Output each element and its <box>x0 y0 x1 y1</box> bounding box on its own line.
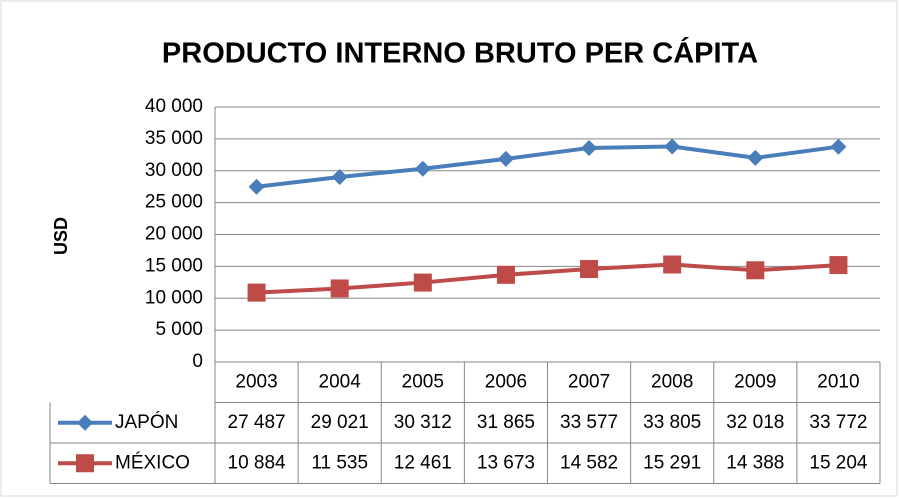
marker <box>830 138 847 155</box>
y-tick-label: 40 000 <box>145 96 203 117</box>
marker <box>747 149 764 166</box>
y-tick-label: 10 000 <box>145 287 203 308</box>
table-value: 33 772 <box>809 412 867 433</box>
y-tick-label: 25 000 <box>145 192 203 213</box>
table-value: 15 291 <box>643 452 701 473</box>
x-tick-label: 2005 <box>402 371 444 392</box>
legend-label: MÉXICO <box>115 452 190 473</box>
series-line <box>256 144 839 189</box>
y-tick-label: 15 000 <box>145 255 203 276</box>
table-value: 31 865 <box>477 412 535 433</box>
y-tick-label: 20 000 <box>145 224 203 245</box>
marker <box>331 168 348 185</box>
y-tick-label: 0 <box>192 351 203 372</box>
x-tick-label: 2003 <box>235 371 277 392</box>
marker <box>414 160 431 177</box>
table-value: 12 461 <box>394 452 452 473</box>
marker <box>664 138 681 155</box>
x-tick-label: 2006 <box>485 371 527 392</box>
marker <box>746 261 765 280</box>
y-tick-label: 35 000 <box>145 128 203 149</box>
y-tick-label: 30 000 <box>145 160 203 181</box>
chart-title: PRODUCTO INTERNO BRUTO PER CÁPITA <box>162 36 758 70</box>
table-value: 14 582 <box>560 452 618 473</box>
table-value: 10 884 <box>228 452 287 473</box>
marker <box>580 260 599 279</box>
series-line <box>256 262 839 295</box>
marker <box>497 150 514 167</box>
marker <box>663 255 682 274</box>
y-axis-label: USD <box>51 217 71 255</box>
x-tick-label: 2010 <box>817 371 859 392</box>
table-value: 33 805 <box>643 412 701 433</box>
x-tick-label: 2008 <box>651 371 693 392</box>
table-value: 29 021 <box>311 412 369 433</box>
marker <box>247 283 266 302</box>
marker <box>496 265 515 284</box>
marker <box>829 256 848 275</box>
legend-marker <box>77 414 93 431</box>
table-value: 15 204 <box>809 452 868 473</box>
marker <box>330 279 349 298</box>
y-tick-label: 5 000 <box>155 319 203 340</box>
table-value: 32 018 <box>726 412 784 433</box>
marker <box>248 178 265 195</box>
x-tick-label: 2004 <box>319 371 362 392</box>
table-value: 11 535 <box>311 452 368 473</box>
table-value: 27 487 <box>228 412 286 433</box>
table-value: 13 673 <box>477 452 535 473</box>
marker <box>413 273 432 292</box>
legend-label: JAPÓN <box>115 411 178 433</box>
table-value: 33 577 <box>560 412 618 433</box>
marker <box>581 139 598 156</box>
x-tick-label: 2009 <box>734 371 776 392</box>
x-tick-label: 2007 <box>568 371 610 392</box>
legend-marker <box>76 454 94 473</box>
table-value: 14 388 <box>726 452 784 473</box>
table-value: 30 312 <box>394 412 452 433</box>
